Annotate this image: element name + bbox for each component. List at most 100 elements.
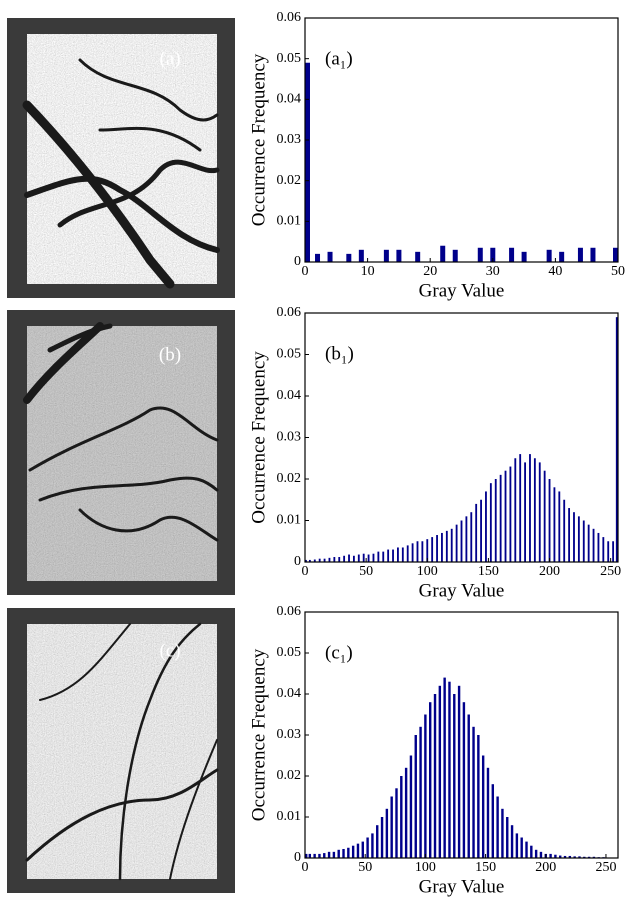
- bar: [506, 817, 509, 858]
- bar: [486, 767, 490, 858]
- bar: [558, 491, 561, 562]
- bar: [538, 462, 541, 562]
- bar: [509, 247, 515, 262]
- bar: [590, 247, 596, 262]
- bar: [553, 487, 556, 562]
- bar: [475, 503, 478, 562]
- image-label: (b): [159, 344, 181, 365]
- bar: [559, 855, 562, 858]
- bar: [453, 694, 456, 858]
- bar: [582, 520, 585, 562]
- bar: [440, 245, 446, 262]
- bar: [504, 470, 507, 562]
- y-tick-label: 0.05: [277, 51, 302, 66]
- y-axis-label: Occurrence Frequency: [248, 53, 269, 226]
- bar: [519, 454, 522, 562]
- bar: [361, 841, 364, 858]
- bar: [392, 549, 394, 562]
- bar: [441, 532, 443, 562]
- bar: [539, 851, 543, 858]
- y-tick-label: 0: [294, 254, 301, 269]
- bar: [455, 524, 458, 562]
- bar: [607, 541, 610, 562]
- x-axis-label: Gray Value: [419, 280, 505, 301]
- y-tick-label: 0.03: [277, 132, 302, 147]
- y-tick-label: 0.01: [277, 214, 302, 229]
- bar: [323, 558, 326, 562]
- bar: [436, 535, 438, 562]
- y-tick-label: 0.02: [277, 768, 302, 783]
- image-c: [7, 608, 235, 893]
- x-axis-label: Gray Value: [419, 876, 505, 897]
- bar: [470, 512, 473, 562]
- bar: [356, 843, 360, 858]
- annotation: (a₁): [325, 48, 353, 69]
- bar: [448, 681, 451, 858]
- x-tick-label: 200: [535, 860, 556, 875]
- bar: [327, 251, 333, 262]
- bar: [573, 512, 575, 562]
- bar: [533, 458, 536, 562]
- y-tick-label: 0.01: [277, 809, 302, 824]
- bar: [352, 555, 355, 562]
- bar: [318, 558, 321, 562]
- bar: [490, 247, 496, 262]
- bar: [602, 537, 605, 562]
- bar: [401, 547, 404, 562]
- bar: [477, 247, 483, 262]
- x-tick-label: 20: [423, 264, 437, 279]
- bar: [549, 853, 552, 858]
- bar: [438, 685, 442, 858]
- bar: [525, 841, 528, 858]
- bar: [457, 685, 461, 858]
- bar: [396, 249, 402, 262]
- bar: [489, 483, 492, 562]
- bar: [342, 848, 345, 858]
- bar: [343, 555, 346, 562]
- bar: [573, 856, 576, 858]
- bar: [615, 317, 618, 562]
- bar: [520, 837, 523, 858]
- bar: [346, 253, 352, 262]
- bar: [428, 702, 432, 858]
- bar: [568, 855, 572, 858]
- bar: [465, 516, 468, 562]
- bar: [327, 851, 331, 858]
- bar: [481, 755, 485, 858]
- bar: [351, 845, 355, 858]
- bar: [347, 847, 350, 858]
- bar: [424, 714, 427, 858]
- bar: [333, 557, 336, 562]
- image-a: [7, 18, 235, 298]
- image-b: [7, 310, 235, 595]
- bar: [592, 856, 596, 858]
- bar: [524, 462, 526, 562]
- image-label: (a): [159, 48, 180, 69]
- bar: [496, 796, 499, 858]
- x-tick-label: 40: [548, 264, 562, 279]
- bar: [372, 553, 375, 562]
- y-tick-label: 0.03: [277, 430, 302, 445]
- y-tick-label: 0.02: [277, 173, 302, 188]
- bar: [563, 855, 567, 858]
- bar: [529, 454, 531, 562]
- bar: [554, 854, 557, 858]
- bar: [385, 808, 389, 858]
- bar: [491, 784, 495, 858]
- bar: [494, 479, 497, 562]
- bar: [515, 833, 519, 858]
- y-tick-label: 0.04: [277, 92, 302, 107]
- bar: [467, 714, 470, 858]
- bar: [380, 817, 384, 858]
- bar: [421, 541, 424, 562]
- bar: [509, 466, 512, 562]
- x-tick-label: 200: [539, 564, 560, 579]
- bar: [376, 825, 379, 858]
- bar: [313, 559, 316, 562]
- bar: [308, 559, 311, 562]
- bar: [382, 551, 385, 562]
- x-tick-label: 150: [475, 860, 496, 875]
- bar: [315, 253, 321, 262]
- bar: [395, 788, 398, 858]
- x-tick-label: 50: [359, 564, 373, 579]
